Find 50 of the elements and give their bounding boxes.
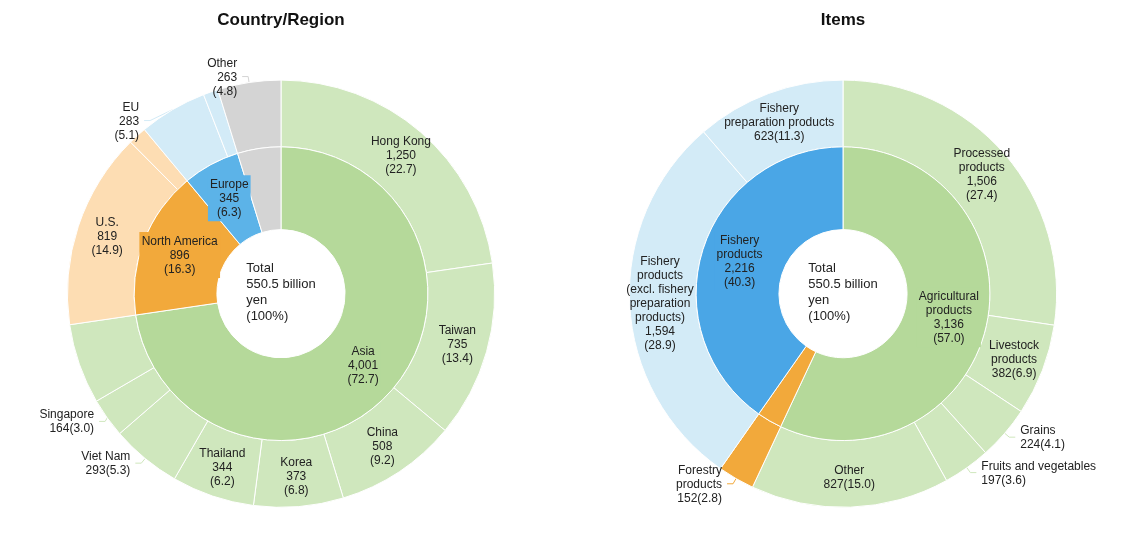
slice-label: Viet Nam: [81, 449, 131, 464]
data-label: 735 (13.4): [441, 336, 473, 365]
data-label: 4,001 (72.7): [347, 357, 379, 386]
data-label: 1,250 (22.7): [385, 148, 417, 177]
data-label: 345 (6.3): [216, 191, 242, 220]
slice-label: Europe: [209, 177, 249, 192]
slice-label: Fishery preparation products: [724, 100, 835, 129]
data-label: 2,216 (40.3): [723, 261, 756, 290]
slice-label: North America: [141, 233, 219, 248]
data-label: 3,136 (57.0): [933, 317, 965, 346]
slice-label: Other: [207, 55, 238, 70]
slice-label: Other: [834, 462, 865, 477]
slice-label: Asia: [351, 343, 376, 358]
slice-label: Fishery products (excl. fishery preparation products): [626, 253, 694, 324]
slice-label: Thailand: [199, 446, 246, 461]
text: Total 550.5 billion yen (100%): [246, 260, 316, 324]
data-label: 382(6.9): [991, 366, 1037, 381]
chart-title: Items: [820, 10, 866, 29]
text: Total 550.5 billion yen (100%): [808, 260, 878, 324]
data-label: 152(2.8): [677, 490, 723, 505]
data-label: 224(4.1): [1020, 437, 1065, 452]
data-label: 197(3.6): [981, 472, 1027, 487]
slice-label: Processed products: [953, 146, 1011, 175]
slice-label: Forestry products: [676, 462, 723, 491]
data-label: 344 (6.2): [210, 460, 235, 489]
slice-label: Grains: [1020, 423, 1056, 438]
slice-label: Taiwan: [438, 322, 476, 337]
slice-label: Livestock products: [989, 338, 1041, 367]
data-label: 283 (5.1): [114, 113, 140, 142]
data-label: 819 (14.9): [91, 228, 123, 257]
data-label: 164(3.0): [49, 421, 95, 436]
data-label: 827(15.0): [823, 476, 875, 491]
slice-label: Fishery products: [716, 233, 763, 262]
slice-label: U.S.: [95, 214, 119, 229]
chart-title: Country/Region: [217, 10, 345, 29]
data-label: 896 (16.3): [164, 247, 196, 276]
slice-label: China: [366, 425, 399, 440]
data-label: 1,506 (27.4): [966, 174, 998, 203]
data-label: 1,594 (28.9): [644, 323, 676, 352]
data-label: 293(5.3): [85, 463, 131, 478]
slice-label: Agricultural products: [918, 289, 979, 318]
data-label: 373 (6.8): [283, 469, 309, 498]
data-label: 263 (4.8): [212, 69, 238, 98]
slice-label: EU: [122, 99, 140, 114]
slice-label: Hong Kong: [370, 134, 431, 149]
slice-label: Fruits and vegetables: [981, 458, 1097, 473]
slice-label: Singapore: [39, 407, 95, 422]
data-label: 508 (9.2): [370, 439, 395, 468]
slice-label: Korea: [280, 455, 313, 470]
data-label: 623(11.3): [753, 128, 805, 143]
